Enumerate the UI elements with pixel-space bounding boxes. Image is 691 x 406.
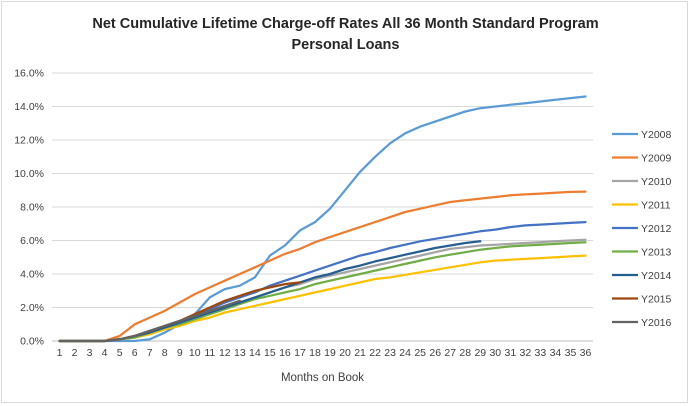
x-tick-label: 8 bbox=[162, 347, 168, 359]
legend-label-y2010: Y2010 bbox=[641, 176, 672, 188]
x-tick-label: 4 bbox=[102, 347, 108, 359]
x-tick-label: 28 bbox=[459, 347, 471, 359]
legend-label-y2012: Y2012 bbox=[641, 223, 672, 235]
chart-title-line-2: Personal Loans bbox=[291, 37, 400, 53]
x-tick-label: 26 bbox=[429, 347, 441, 359]
y-tick-label: 0.0% bbox=[20, 336, 44, 348]
y-tick-label: 14.0% bbox=[14, 101, 44, 113]
x-tick-label: 12 bbox=[219, 347, 231, 359]
x-tick-label: 6 bbox=[132, 347, 138, 359]
x-tick-label: 16 bbox=[279, 347, 291, 359]
x-axis-label: Months on Book bbox=[281, 372, 364, 384]
x-tick-label: 2 bbox=[72, 347, 78, 359]
legend-label-y2008: Y2008 bbox=[641, 129, 672, 141]
legend-label-y2015: Y2015 bbox=[641, 294, 672, 306]
legend-label-y2011: Y2011 bbox=[641, 200, 671, 212]
x-tick-label: 18 bbox=[309, 347, 321, 359]
x-tick-label: 21 bbox=[354, 347, 366, 359]
legend-label-y2016: Y2016 bbox=[641, 317, 672, 329]
y-tick-label: 2.0% bbox=[20, 302, 44, 314]
x-tick-label: 13 bbox=[234, 347, 246, 359]
x-tick-label: 14 bbox=[249, 347, 261, 359]
x-tick-label: 3 bbox=[87, 347, 93, 359]
x-tick-label: 20 bbox=[339, 347, 351, 359]
series-line-y2009 bbox=[58, 190, 587, 343]
x-tick-label: 31 bbox=[505, 347, 517, 359]
y-tick-label: 12.0% bbox=[14, 135, 44, 147]
y-tick-label: 6.0% bbox=[20, 235, 44, 247]
y-tick-label: 8.0% bbox=[20, 202, 44, 214]
x-tick-label: 17 bbox=[294, 347, 306, 359]
x-tick-label: 5 bbox=[117, 347, 123, 359]
y-tick-label: 16.0% bbox=[14, 68, 44, 80]
x-tick-label: 1 bbox=[57, 347, 63, 359]
x-tick-label: 36 bbox=[580, 347, 592, 359]
x-tick-label: 32 bbox=[520, 347, 532, 359]
x-tick-label: 9 bbox=[177, 347, 183, 359]
series-line-y2008 bbox=[58, 95, 587, 343]
y-tick-label: 4.0% bbox=[20, 269, 44, 281]
y-tick-label: 10.0% bbox=[14, 168, 44, 180]
x-tick-label: 25 bbox=[414, 347, 426, 359]
x-tick-label: 11 bbox=[204, 347, 215, 359]
chart-title: Net Cumulative Lifetime Charge-off Rates… bbox=[0, 14, 691, 56]
chart-title-line-1: Net Cumulative Lifetime Charge-off Rates… bbox=[92, 16, 599, 32]
series-line-y2011 bbox=[58, 254, 587, 343]
x-tick-label: 15 bbox=[264, 347, 276, 359]
x-tick-label: 33 bbox=[535, 347, 547, 359]
legend-label-y2009: Y2009 bbox=[641, 153, 672, 165]
x-tick-label: 19 bbox=[324, 347, 336, 359]
legend-label-y2013: Y2013 bbox=[641, 247, 672, 259]
series-line-y2015 bbox=[58, 281, 302, 343]
x-tick-label: 7 bbox=[147, 347, 153, 359]
x-tick-label: 34 bbox=[550, 347, 562, 359]
x-tick-label: 35 bbox=[565, 347, 577, 359]
x-tick-label: 29 bbox=[474, 347, 486, 359]
legend-label-y2014: Y2014 bbox=[641, 270, 672, 282]
x-tick-label: 23 bbox=[384, 347, 396, 359]
x-tick-label: 10 bbox=[189, 347, 201, 359]
x-tick-label: 24 bbox=[399, 347, 411, 359]
series-line-y2016 bbox=[58, 299, 241, 343]
x-tick-label: 22 bbox=[369, 347, 381, 359]
x-tick-label: 27 bbox=[444, 347, 456, 359]
x-tick-label: 30 bbox=[489, 347, 501, 359]
